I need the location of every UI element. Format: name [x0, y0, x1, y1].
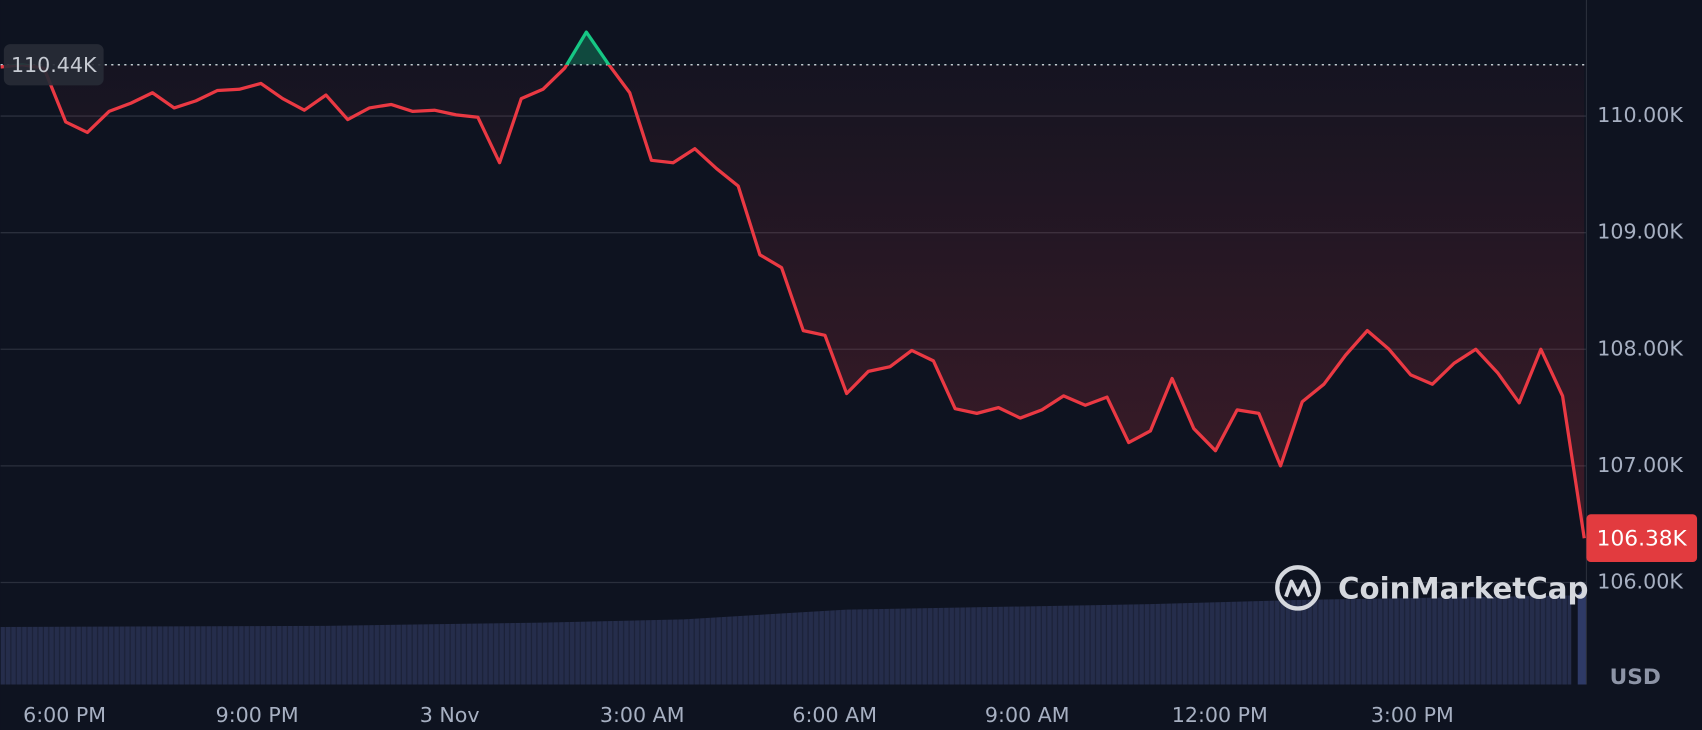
reference-label: 110.44K — [11, 53, 97, 77]
area-below-reference — [0, 64, 1585, 539]
logo — [1275, 565, 1321, 611]
plot — [0, 30, 1587, 539]
x-tick-label: 3 Nov — [420, 703, 480, 727]
x-tick-label: 3:00 PM — [1371, 703, 1454, 727]
logo-mark — [1284, 579, 1312, 598]
y-tick-label: 106.00K — [1597, 569, 1683, 593]
price-line — [0, 64, 1586, 539]
currency-label: USD — [1610, 665, 1661, 690]
volume-bar-last — [1577, 586, 1587, 685]
x-tick-label: 12:00 PM — [1172, 703, 1268, 727]
watermark-text: CoinMarketCap — [1338, 572, 1588, 606]
x-tick-label: 6:00 AM — [792, 703, 877, 727]
x-tick-label: 9:00 PM — [216, 703, 299, 727]
y-tick-label: 109.00K — [1597, 220, 1683, 244]
reference-label-box — [3, 44, 104, 86]
overlay: 106.00K 107.00K 108.00K 109.00K 110.00K 6:00 … — [3, 44, 1698, 727]
last-price-box — [1586, 514, 1698, 563]
y-tick-label: 110.00K — [1597, 103, 1683, 127]
last-price-label: 106.38K — [1597, 526, 1688, 551]
volume-bars — [0, 595, 1572, 685]
y-tick-label: 108.00K — [1597, 336, 1683, 360]
x-tick-label: 9:00 AM — [985, 703, 1070, 727]
x-tick-label: 3:00 AM — [600, 703, 685, 727]
watermark: CoinMarketCap — [1275, 565, 1588, 611]
x-tick-label: 6:00 PM — [23, 703, 106, 727]
y-tick-label: 107.00K — [1597, 453, 1683, 477]
